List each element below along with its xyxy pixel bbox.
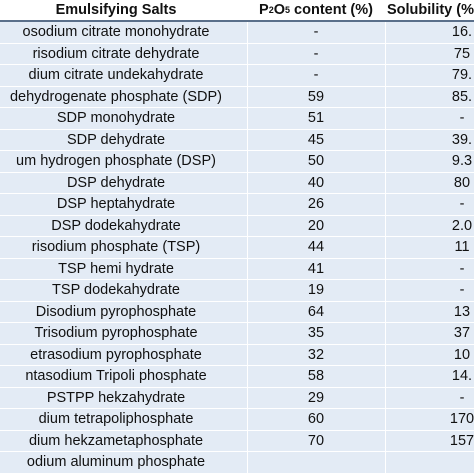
table-cell: 32 <box>307 346 325 363</box>
table-cell: 10 <box>453 346 471 363</box>
table-cell: DSP dodekahydrate <box>51 217 181 234</box>
header-cell: Solubility (% <box>387 2 474 18</box>
table-cell: - <box>313 24 319 41</box>
table-cell: TSP hemi hydrate <box>58 260 174 277</box>
table-cell: 70 <box>307 432 325 449</box>
table-cell: ntasodium Tripoli phosphate <box>25 368 207 385</box>
header-text: content (%) <box>290 2 373 18</box>
table-row: risodium citrate dehydrate - 75 <box>0 43 474 65</box>
table-cell: 44 <box>307 239 325 256</box>
table-row: Trisodium pyrophosphate 35 37 <box>0 323 474 345</box>
table-cell: Disodium pyrophosphate <box>35 303 197 320</box>
table-cell: DSP dehydrate <box>66 174 166 191</box>
table-row: DSP dodekahydrate 20 2.0 <box>0 215 474 237</box>
table-row: dium citrate undekahydrate - 79. <box>0 65 474 87</box>
table-row: SDP dehydrate 45 39. <box>0 129 474 151</box>
table-cell: dium citrate undekahydrate <box>28 67 204 84</box>
table-cell: 80 <box>453 174 471 191</box>
subscript: 2 <box>268 5 274 15</box>
table-cell: risodium phosphate (TSP) <box>31 239 201 256</box>
column-divider <box>247 22 248 474</box>
table-row: Disodium pyrophosphate 64 13 <box>0 301 474 323</box>
table-cell: 40 <box>307 174 325 191</box>
table-cell: 19 <box>307 282 325 299</box>
table-cell: Trisodium pyrophosphate <box>34 325 198 342</box>
table-row: dehydrogenate phosphate (SDP) 59 85. <box>0 86 474 108</box>
table-row: odium aluminum phosphate <box>0 452 474 474</box>
table-cell: 60 <box>307 411 325 428</box>
table-cell: - <box>313 67 319 84</box>
table-cell: 13 <box>453 303 471 320</box>
table-row: PSTPP hekzahydrate 29 - <box>0 387 474 409</box>
table-cell: 51 <box>307 110 325 127</box>
table-cell: 39. <box>451 131 473 148</box>
table-cell: 20 <box>307 217 325 234</box>
table-cell: SDP dehydrate <box>66 131 166 148</box>
table-cell: - <box>313 45 319 62</box>
table-row: DSP dehydrate 40 80 <box>0 172 474 194</box>
table-cell: - <box>459 282 465 299</box>
table-row: dium hekzametaphosphate 70 157 <box>0 430 474 452</box>
table-row: TSP hemi hydrate 41 - <box>0 258 474 280</box>
table-cell: 37 <box>453 325 471 342</box>
table-cell: dium hekzametaphosphate <box>28 432 204 449</box>
table-cell: TSP dodekahydrate <box>52 282 180 299</box>
table-cell: 9.3 <box>451 153 473 170</box>
table-row: um hydrogen phosphate (DSP) 50 9.3 <box>0 151 474 173</box>
table-cell: SDP monohydrate <box>56 110 176 127</box>
table-cell: - <box>459 389 465 406</box>
header-text: O <box>273 2 285 18</box>
table-cell: 85. <box>451 88 473 105</box>
table-cell: PSTPP hekzahydrate <box>46 389 186 406</box>
table-cell: 2.0 <box>451 217 473 234</box>
table-cell: 157 <box>449 432 474 449</box>
table-cell: 50 <box>307 153 325 170</box>
table-cell: 16. <box>451 24 473 41</box>
table-cell: 64 <box>307 303 325 320</box>
table-cell: DSP heptahydrate <box>56 196 176 213</box>
table-cell: dium tetrapoliphosphate <box>38 411 194 428</box>
table-cell: dehydrogenate phosphate (SDP) <box>9 88 223 105</box>
table-cell: 29 <box>307 389 325 406</box>
table-cell: - <box>459 110 465 127</box>
table-row: risodium phosphate (TSP) 44 11 <box>0 237 474 259</box>
table-cell: 75 <box>453 45 471 62</box>
table-cell: 170 <box>449 411 474 428</box>
table-cell: etrasodium pyrophosphate <box>30 346 202 363</box>
subscript: 5 <box>284 5 291 15</box>
table-row: TSP dodekahydrate 19 - <box>0 280 474 302</box>
table-cell: 14. <box>451 368 473 385</box>
table-cell: 26 <box>307 196 325 213</box>
table-cell: risodium citrate dehydrate <box>32 45 200 62</box>
table-row: osodium citrate monohydrate - 16. <box>0 22 474 44</box>
table-cell: 79. <box>451 67 473 84</box>
table-row: ntasodium Tripoli phosphate 58 14. <box>0 366 474 388</box>
header-text: P <box>259 2 269 18</box>
table-cell: 35 <box>307 325 325 342</box>
table-cell: - <box>459 196 465 213</box>
table-cell: 45 <box>307 131 325 148</box>
table-row: dium tetrapoliphosphate 60 170 <box>0 409 474 431</box>
table-cell: osodium citrate monohydrate <box>22 24 210 41</box>
table-cell: 58 <box>307 368 325 385</box>
table-row: SDP monohydrate 51 - <box>0 108 474 130</box>
table-cell: 59 <box>307 88 325 105</box>
table-cell: 41 <box>307 260 325 277</box>
header-cell: Emulsifying Salts <box>55 2 177 18</box>
table-cell: odium aluminum phosphate <box>26 454 206 471</box>
table-cell: - <box>459 260 465 277</box>
table-cell: 11 <box>454 239 470 256</box>
table-cell: um hydrogen phosphate (DSP) <box>16 153 216 170</box>
column-divider <box>385 22 386 474</box>
table-row: etrasodium pyrophosphate 32 10 <box>0 344 474 366</box>
table-row: DSP heptahydrate 26 - <box>0 194 474 216</box>
